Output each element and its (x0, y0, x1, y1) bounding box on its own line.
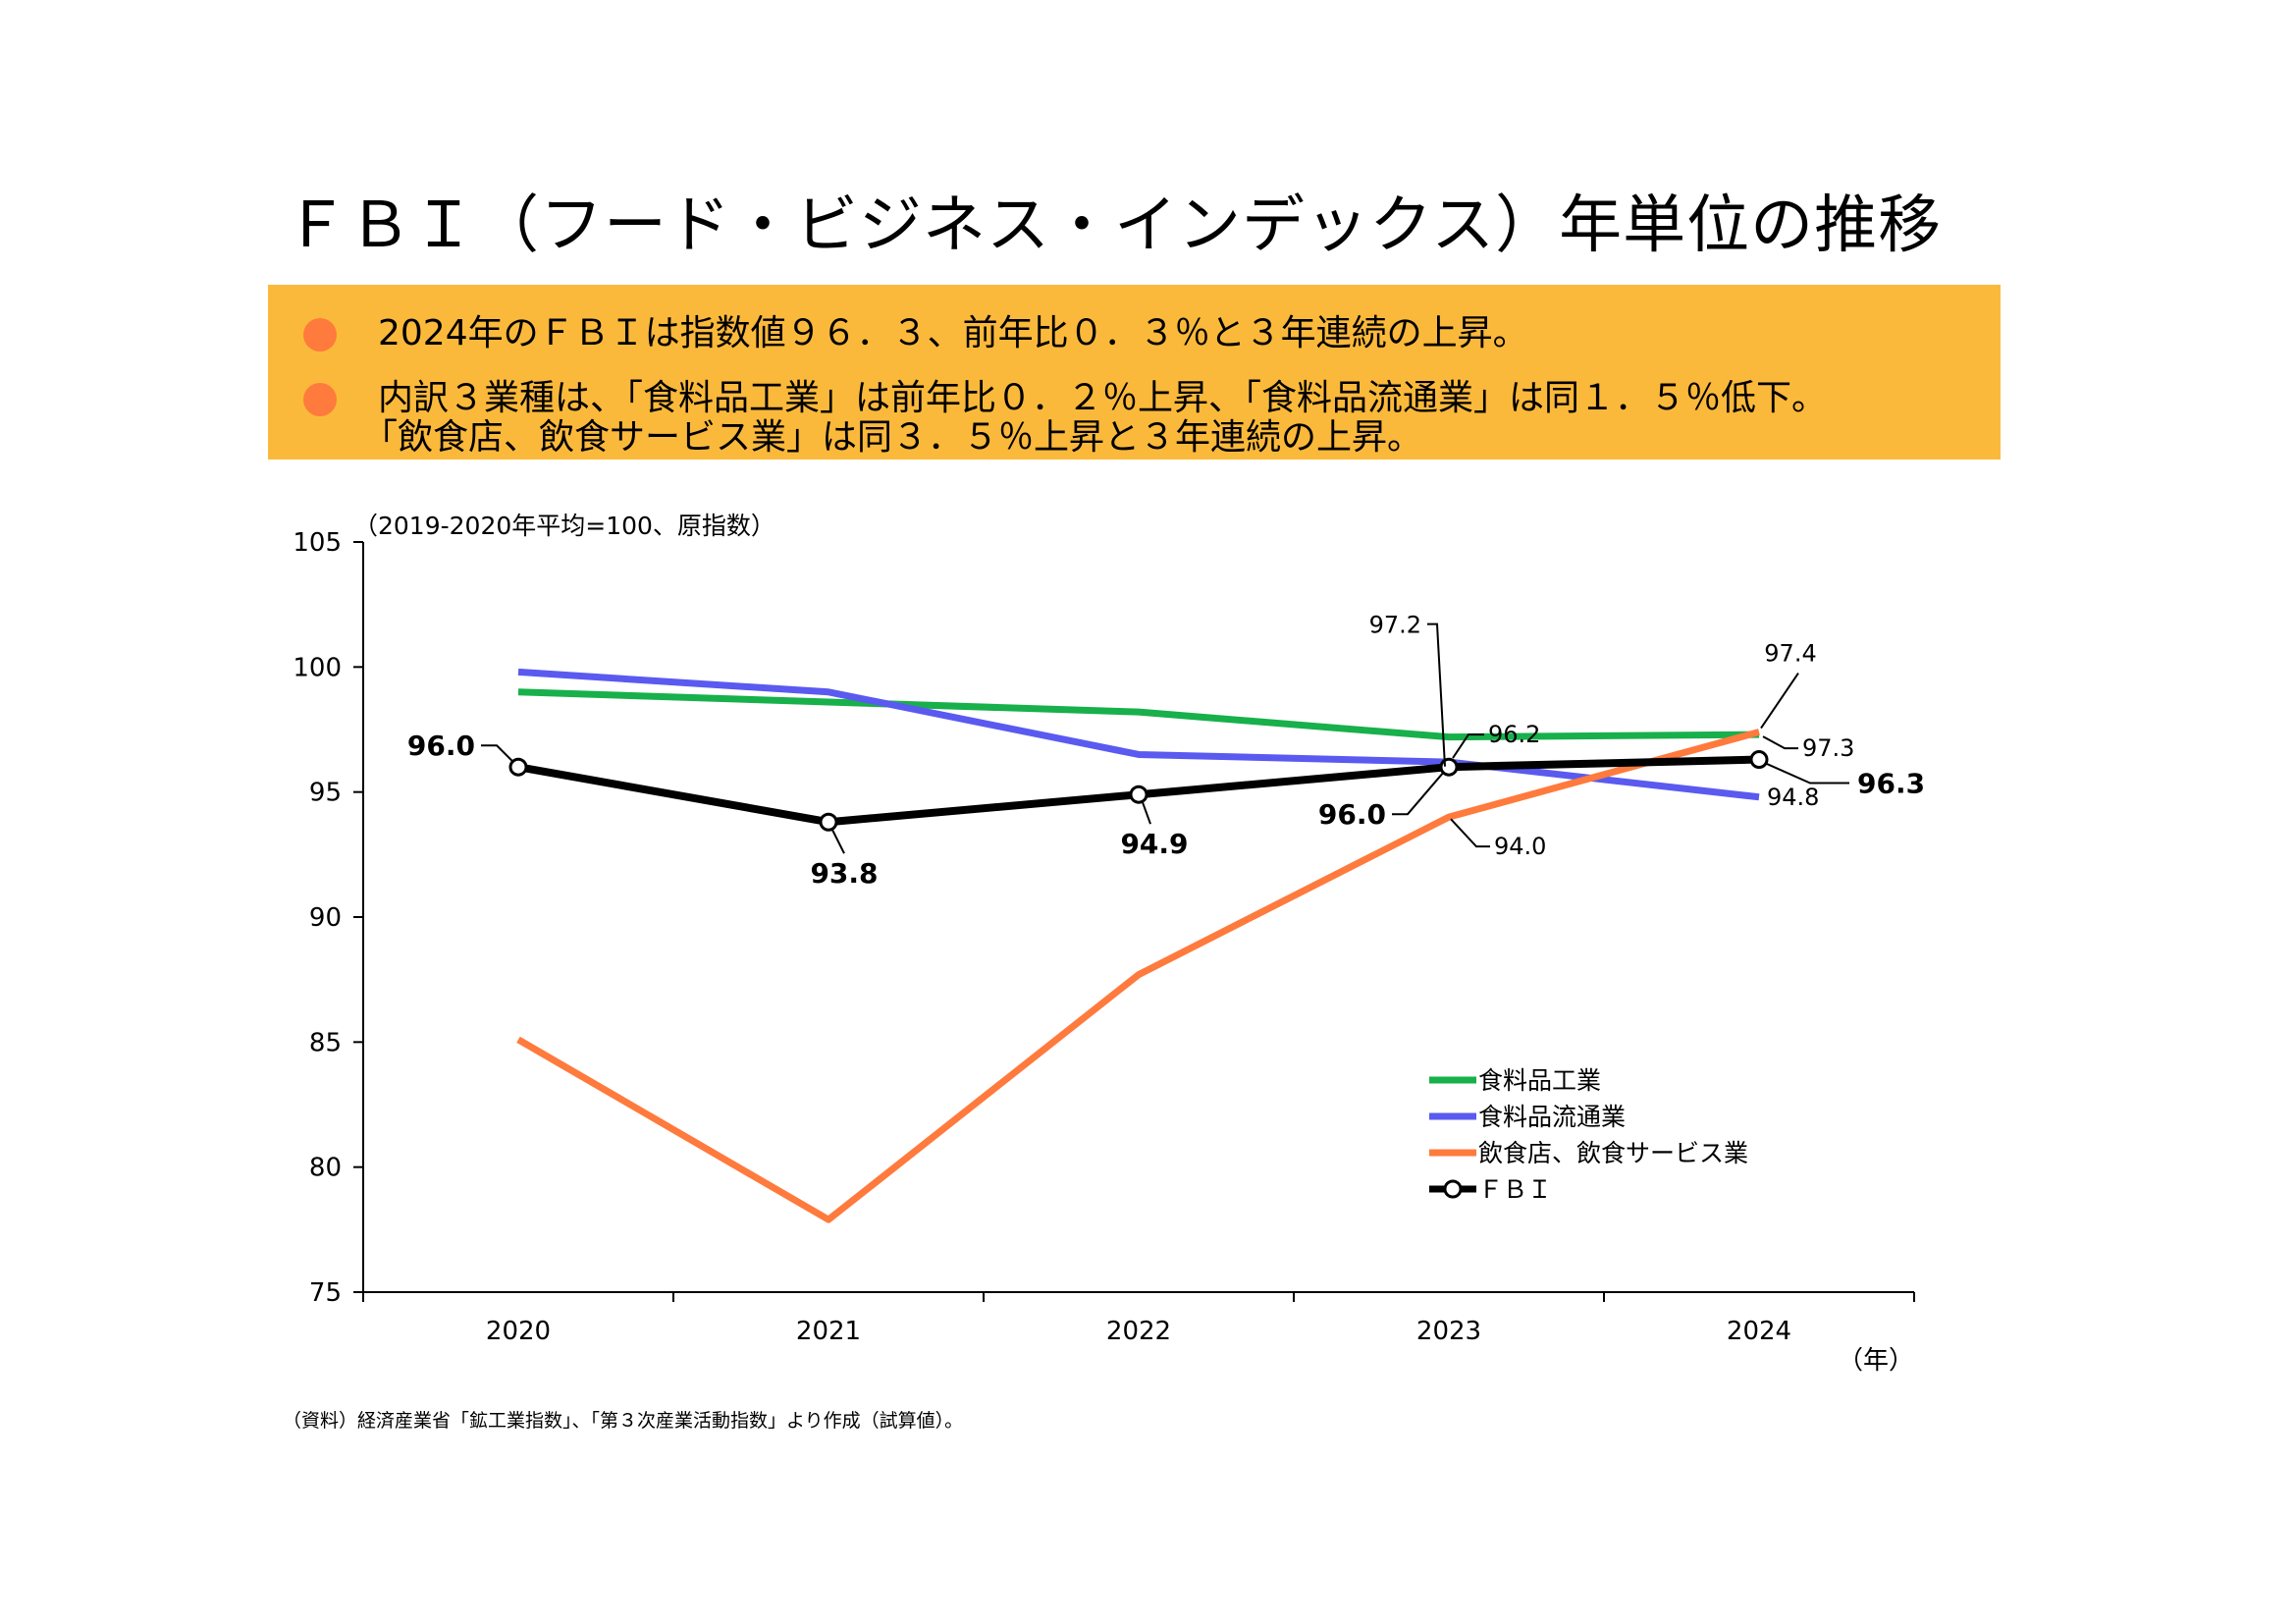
leader-fbi-2020 (481, 744, 513, 762)
x-tick-label: 2023 (1416, 1317, 1481, 1346)
legend-label-green: 食料品工業 (1478, 1066, 1601, 1095)
chart-series (516, 668, 1760, 1223)
y-tick-label: 105 (293, 528, 342, 558)
label-fbi-2024: 96.3 (1857, 768, 1925, 800)
page-title: ＦＢＩ（フード・ビジネス・インデックス）年単位の推移 (285, 189, 1943, 262)
fbi-marker (508, 757, 528, 777)
x-tick-label: 2024 (1727, 1317, 1791, 1346)
chart-annotations: 96.0 93.8 94.9 96.0 96.3 97.2 96.2 94.0 97.4 97.3… (407, 612, 1925, 891)
leader-orange-2023 (1450, 818, 1490, 848)
label-fbi-2022: 94.9 (1120, 828, 1188, 860)
series-line-orange (516, 729, 1760, 1223)
leader-green-2023 (1427, 623, 1446, 767)
summary-text-2: 内訳３業種は、「食料品工業」は前年比０．２％上昇、「食料品流通業」は同１．５％低… (362, 378, 1828, 458)
label-green-2024: 97.3 (1802, 734, 1854, 762)
y-tick-label: 75 (309, 1278, 342, 1308)
chart-markers (508, 750, 1769, 832)
bullet-dot-icon (303, 318, 337, 352)
summary-text-1: 2024年のＦＢＩは指数値９６．３、前年比０．３％と３年連続の上昇。 (378, 314, 1528, 353)
label-blue-2024: 94.8 (1767, 784, 1819, 811)
leader-fbi-2022 (1142, 801, 1151, 825)
leader-fbi-2023 (1392, 772, 1444, 816)
summary-line: 内訳３業種は、「食料品工業」は前年比０．２％上昇、「食料品流通業」は同１．５％低… (378, 378, 1828, 418)
chart-axes: 105 100 95 90 85 80 75 2020 2021 2022 2023 2024 （201… (293, 512, 1915, 1376)
legend-label-black: ＦＢＩ (1478, 1175, 1552, 1204)
label-fbi-2020: 96.0 (407, 730, 475, 762)
y-tick-label: 100 (293, 653, 342, 682)
y-tick-label: 85 (309, 1028, 342, 1057)
y-tick-label: 90 (309, 903, 342, 933)
legend-marker (1443, 1179, 1463, 1199)
leader-blue-2023 (1452, 733, 1484, 759)
fbi-marker (1749, 750, 1769, 770)
summary-line: 「飲食店、飲食サービス業」は同３．５％上昇と３年連続の上昇。 (362, 417, 1423, 458)
series-line-blue (517, 668, 1760, 801)
fbi-marker (819, 812, 838, 832)
x-tick-label: 2022 (1106, 1317, 1171, 1346)
y-tick-label: 80 (309, 1154, 342, 1183)
fbi-marker (1439, 757, 1459, 777)
label-fbi-2021: 93.8 (810, 857, 878, 890)
label-blue-2023: 96.2 (1488, 721, 1540, 748)
source-note: （資料）経済産業省「鉱工業指数」、「第３次産業活動指数」より作成（試算値）。 (283, 1410, 964, 1432)
bullet-dot-icon (303, 383, 337, 416)
leader-fbi-2021 (831, 829, 845, 854)
leader-green-2024 (1762, 735, 1798, 750)
x-tick-label: 2020 (486, 1317, 551, 1346)
x-axis-title: （年） (1838, 1346, 1914, 1376)
label-orange-2023: 94.0 (1494, 833, 1546, 860)
legend-label-blue: 食料品流通業 (1478, 1103, 1626, 1131)
y-axis-title: （2019-2020年平均=100、原指数） (353, 512, 775, 540)
y-tick-label: 95 (309, 779, 342, 808)
series-line-green (517, 688, 1760, 741)
summary-line: 2024年のＦＢＩは指数値９６．３、前年比０．３％と３年連続の上昇。 (378, 313, 1528, 353)
fbi-marker (1129, 785, 1148, 804)
leader-fbi-2024 (1765, 762, 1849, 785)
label-orange-2024: 97.4 (1764, 640, 1816, 668)
label-fbi-2023: 96.0 (1318, 798, 1386, 831)
summary-box: 2024年のＦＢＩは指数値９６．３、前年比０．３％と３年連続の上昇。 内訳３業種… (268, 285, 2001, 460)
label-green-2023: 97.2 (1369, 612, 1421, 639)
legend-label-orange: 飲食店、飲食サービス業 (1478, 1139, 1748, 1167)
leader-orange-2024 (1760, 672, 1799, 730)
x-tick-label: 2021 (796, 1317, 861, 1346)
